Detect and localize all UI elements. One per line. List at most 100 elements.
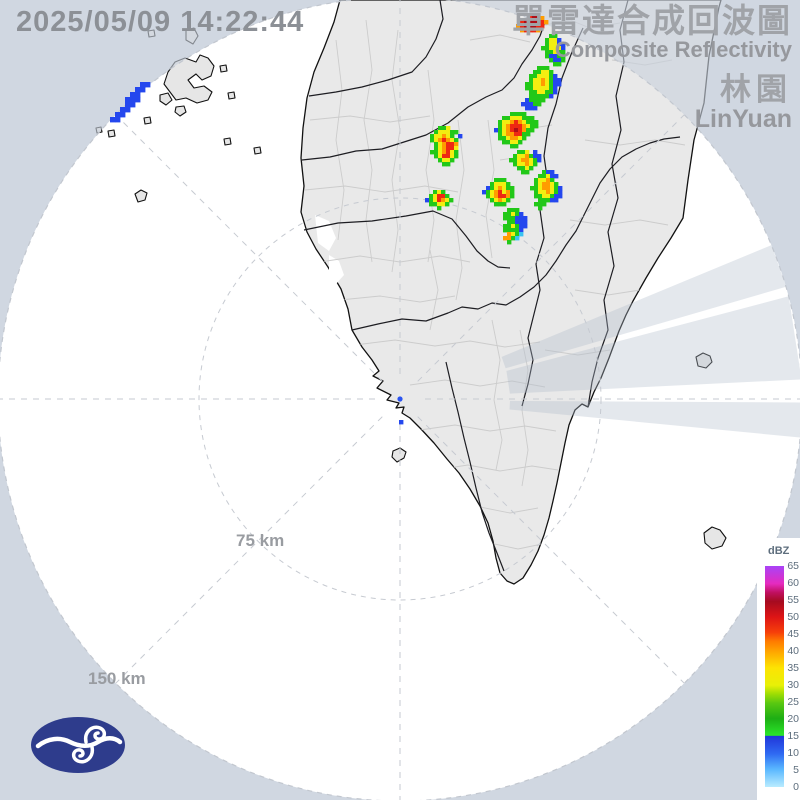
echo-cell	[434, 138, 439, 143]
echo-cell	[498, 190, 503, 195]
echo-cell	[441, 198, 446, 203]
colorbar-tick: 65	[787, 560, 799, 572]
echo-cell	[522, 112, 527, 117]
echo-cell	[430, 150, 435, 155]
echo-cell	[549, 86, 554, 91]
echo-cell	[542, 194, 547, 199]
echo-cell	[533, 154, 538, 159]
echo-cell	[549, 50, 554, 55]
small-island	[134, 189, 148, 203]
echo-cell	[554, 186, 559, 191]
echo-cell	[510, 124, 515, 129]
echo-cell	[517, 158, 522, 163]
echo-cell	[442, 158, 447, 163]
echo-cell	[533, 102, 538, 107]
echo-cell	[450, 146, 455, 151]
echo-cell	[538, 206, 543, 211]
echo-cell	[145, 82, 151, 88]
echo-cell	[498, 182, 503, 187]
echo-cell	[538, 202, 543, 207]
echo-cell	[517, 162, 522, 167]
echo-cell	[542, 182, 547, 187]
echo-cell	[514, 116, 519, 121]
title-block: 單雷達合成回波圖 Composite Reflectivity 林園 LinYu…	[512, 2, 792, 134]
echo-cell	[554, 198, 559, 203]
echo-cell	[130, 92, 136, 98]
echo-cell	[537, 82, 542, 87]
echo-cell	[509, 158, 514, 163]
echo-cell	[438, 130, 443, 135]
echo-cell	[510, 132, 515, 137]
echo-cell	[438, 158, 443, 163]
colorbar-gradient	[765, 566, 784, 787]
echo-cell	[446, 162, 451, 167]
echo-cell	[115, 117, 121, 123]
echo-cell	[506, 136, 511, 141]
echo-cell	[438, 154, 443, 159]
echo-cell	[529, 74, 534, 79]
echo-cell	[450, 150, 455, 155]
echo-cell	[557, 54, 562, 59]
echo-cell	[550, 186, 555, 191]
echo-cell	[510, 116, 515, 121]
echo-cell	[130, 102, 136, 108]
echo-cell	[498, 128, 503, 133]
echo-cell	[533, 78, 538, 83]
echo-cell	[546, 198, 551, 203]
echo-cell	[446, 134, 451, 139]
echo-cell	[538, 190, 543, 195]
echo-cell	[517, 150, 522, 155]
radar-site-marker	[397, 396, 403, 402]
echo-cell	[494, 198, 499, 203]
echo-cell	[541, 82, 546, 87]
echo-cell	[526, 132, 531, 137]
echo-cell	[442, 130, 447, 135]
echo-cell	[549, 42, 554, 47]
echo-cell	[528, 28, 533, 33]
echo-cell	[446, 154, 451, 159]
echo-cell	[518, 116, 523, 121]
echo-cell	[494, 186, 499, 191]
echo-cell	[507, 216, 512, 221]
echo-cell	[506, 132, 511, 137]
echo-cell	[510, 186, 515, 191]
echo-cell	[446, 146, 451, 151]
echo-cell	[503, 224, 508, 229]
echo-cell	[525, 82, 530, 87]
echo-cell	[506, 182, 511, 187]
echo-cell	[533, 98, 538, 103]
echo-cell	[442, 138, 447, 143]
echo-cell	[494, 194, 499, 199]
echo-cell	[529, 162, 534, 167]
echo-cell	[525, 102, 530, 107]
echo-cell	[546, 178, 551, 183]
echo-cell	[533, 70, 538, 75]
echo-cell	[429, 198, 434, 203]
echo-cell	[486, 186, 491, 191]
echo-cell	[442, 134, 447, 139]
echo-cell	[446, 158, 451, 163]
echo-cell	[442, 146, 447, 151]
echo-cell	[557, 58, 562, 63]
echo-cell	[537, 74, 542, 79]
echo-cell	[533, 82, 538, 87]
echo-cell	[541, 98, 546, 103]
echo-cell	[540, 24, 545, 29]
echo-cell	[542, 174, 547, 179]
echo-cell	[510, 190, 515, 195]
echo-cell	[537, 78, 542, 83]
echo-cell	[450, 130, 455, 135]
echo-cell	[537, 94, 542, 99]
echo-cell	[528, 20, 533, 25]
echo-cell	[553, 46, 558, 51]
echo-cell	[490, 186, 495, 191]
echo-cell	[511, 220, 516, 225]
echo-cell	[557, 42, 562, 47]
echo-cell	[553, 74, 558, 79]
echo-cell	[502, 182, 507, 187]
echo-cell	[430, 134, 435, 139]
echo-cell	[522, 132, 527, 137]
range-label-150km: 150 km	[88, 669, 146, 688]
echo-cell	[533, 158, 538, 163]
echo-cell	[553, 50, 558, 55]
